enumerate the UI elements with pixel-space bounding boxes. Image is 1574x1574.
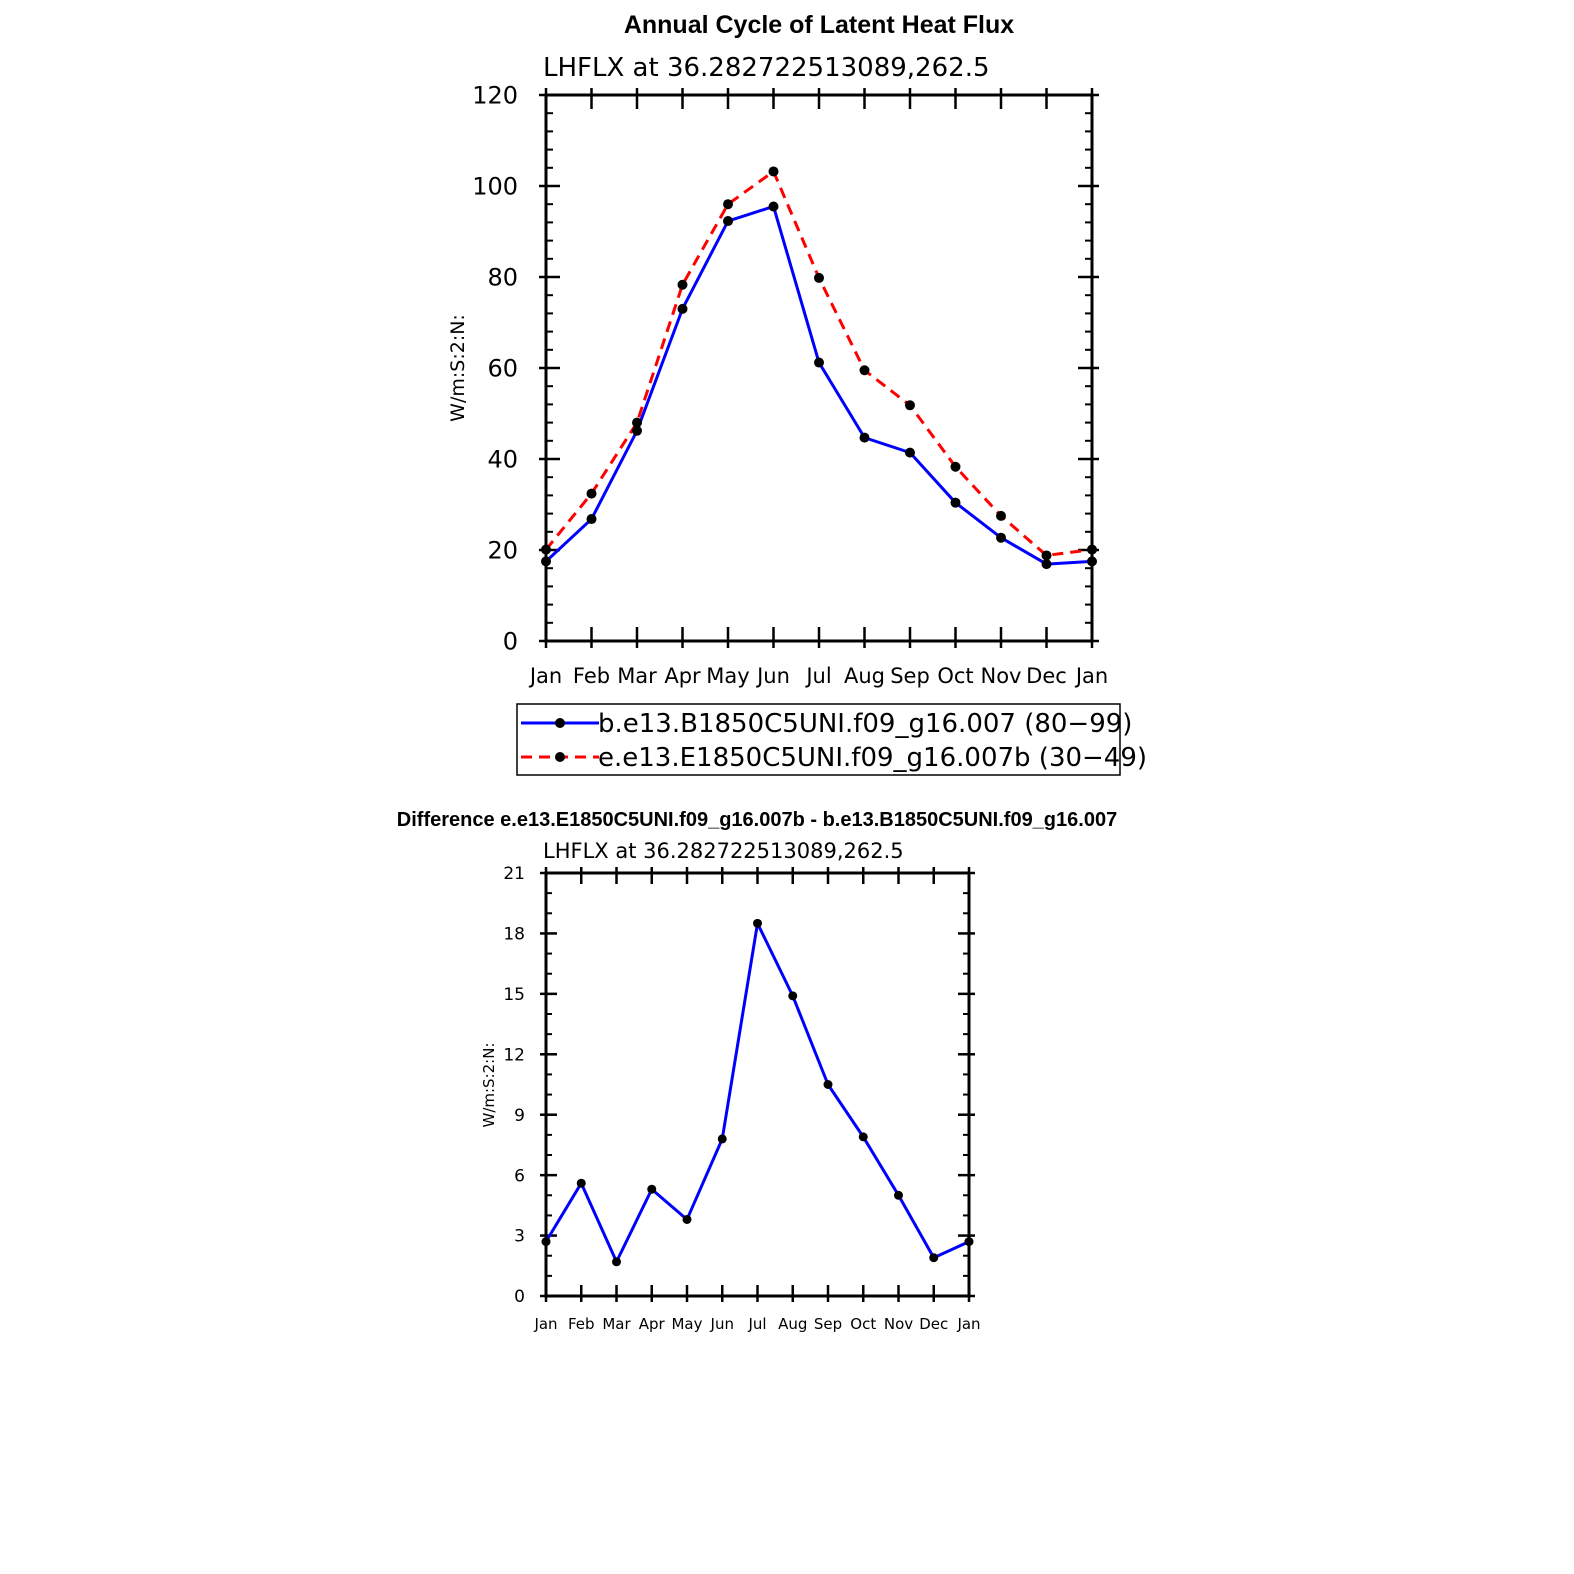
y-tick-label: 9 xyxy=(514,1106,525,1126)
x-tick-label: Feb xyxy=(568,1315,595,1333)
y-tick-label: 12 xyxy=(503,1045,525,1065)
data-point-series-1 xyxy=(717,1134,727,1144)
data-point-series-1 xyxy=(894,1190,903,1200)
data-point-series-2 xyxy=(950,461,961,472)
chart-title: Annual Cycle of Latent Heat Flux xyxy=(624,11,1014,39)
data-point-series-1 xyxy=(996,532,1006,543)
x-tick-label: Dec xyxy=(919,1315,948,1333)
data-point-series-1 xyxy=(964,1237,974,1247)
data-point-series-1 xyxy=(858,1132,868,1142)
x-tick-label: Feb xyxy=(573,664,610,688)
x-tick-label: Apr xyxy=(639,1315,666,1333)
legend-label-series-2: e.e13.E1850C5UNI.f09_g16.007b (30−49) xyxy=(598,743,1147,773)
plot-frame xyxy=(544,871,971,1298)
data-point-series-1 xyxy=(541,1237,551,1247)
plot-frame xyxy=(544,93,1094,643)
series-line-1 xyxy=(544,921,970,1264)
data-point-series-1 xyxy=(541,556,551,567)
data-point-series-1 xyxy=(632,425,642,436)
data-point-series-2 xyxy=(996,510,1006,521)
y-tick-label: 100 xyxy=(472,173,518,201)
data-point-series-2 xyxy=(1041,550,1052,561)
legend-box xyxy=(516,703,1121,776)
data-point-series-1 xyxy=(586,514,597,525)
x-tick-label: Oct xyxy=(937,664,973,688)
x-tick-label: Jun xyxy=(710,1315,734,1333)
x-tick-label: Jan xyxy=(533,1315,557,1333)
legend-marker-series-2 xyxy=(555,752,565,762)
x-tick-label: May xyxy=(671,1315,702,1333)
y-tick-label: 21 xyxy=(503,864,525,884)
x-tick-label: Jul xyxy=(747,1315,766,1333)
data-point-series-1 xyxy=(1041,559,1052,570)
annual-cycle-chart: Annual Cycle of Latent Heat Flux LHFLX a… xyxy=(447,11,1147,776)
x-tick-label: Sep xyxy=(814,1315,842,1333)
data-point-series-1 xyxy=(950,497,961,508)
x-tick-label: Mar xyxy=(602,1315,631,1333)
legend: b.e13.B1850C5UNI.f09_g16.007 (80−99) e.e… xyxy=(516,703,1147,776)
chart-title: Difference e.e13.E1850C5UNI.f09_g16.007b… xyxy=(397,809,1117,831)
data-point-series-1 xyxy=(859,432,870,443)
data-point-series-2 xyxy=(1087,544,1097,555)
x-tick-label: Jan xyxy=(956,1315,980,1333)
x-tick-label: Aug xyxy=(778,1315,807,1333)
x-tick-label: Dec xyxy=(1026,664,1067,688)
x-tick-label: Oct xyxy=(850,1315,876,1333)
chart-subtitle: LHFLX at 36.282722513089,262.5 xyxy=(543,839,904,863)
data-point-series-1 xyxy=(723,216,733,227)
data-point-series-1 xyxy=(814,357,824,368)
data-point-series-2 xyxy=(632,417,642,428)
y-tick-label: 18 xyxy=(503,925,525,945)
x-tick-label: Jan xyxy=(1074,664,1108,688)
x-tick-label: Jan xyxy=(528,664,562,688)
data-point-series-1 xyxy=(1087,556,1097,567)
x-tick-label: Sep xyxy=(890,664,930,688)
y-tick-label: 3 xyxy=(514,1227,525,1247)
x-tick-label: Aug xyxy=(844,664,885,688)
chart-subtitle: LHFLX at 36.282722513089,262.5 xyxy=(543,53,990,83)
y-tick-label: 15 xyxy=(503,985,525,1005)
y-tick-label: 6 xyxy=(514,1166,525,1186)
data-point-series-1 xyxy=(905,447,915,458)
y-tick-label: 0 xyxy=(514,1287,525,1307)
data-point-series-1 xyxy=(647,1184,657,1194)
difference-chart: Difference e.e13.E1850C5UNI.f09_g16.007b… xyxy=(397,809,1117,1333)
data-point-series-2 xyxy=(905,400,915,411)
data-point-series-2 xyxy=(859,365,870,376)
data-point-series-1 xyxy=(677,303,688,314)
y-tick-label: 80 xyxy=(487,264,518,292)
legend-label-series-1: b.e13.B1850C5UNI.f09_g16.007 (80−99) xyxy=(598,709,1132,739)
data-point-series-1 xyxy=(788,991,798,1001)
y-tick-label: 60 xyxy=(487,355,518,383)
x-tick-label: Mar xyxy=(617,664,657,688)
x-tick-label: Jul xyxy=(804,664,831,688)
data-point-series-1 xyxy=(768,201,779,212)
y-axis-label: W/m:S:2:N: xyxy=(480,1043,498,1128)
data-point-series-2 xyxy=(586,488,597,499)
x-tick-label: Nov xyxy=(884,1315,913,1333)
data-point-series-1 xyxy=(682,1214,692,1224)
x-tick-label: Nov xyxy=(981,664,1022,688)
data-point-series-2 xyxy=(768,166,779,177)
data-point-series-1 xyxy=(753,918,762,928)
y-tick-label: 40 xyxy=(487,446,518,474)
y-tick-label: 20 xyxy=(487,537,518,565)
data-point-series-2 xyxy=(677,279,688,290)
legend-marker-series-1 xyxy=(555,718,565,728)
x-tick-label: Jun xyxy=(755,664,790,688)
series-line-1 xyxy=(544,204,1093,566)
data-point-series-2 xyxy=(541,544,551,555)
y-axis-label: W/m:S:2:N: xyxy=(447,314,469,422)
data-point-series-1 xyxy=(612,1257,621,1267)
data-point-series-1 xyxy=(576,1178,586,1188)
data-point-series-1 xyxy=(929,1253,939,1263)
y-tick-label: 120 xyxy=(472,82,518,110)
data-point-series-2 xyxy=(723,199,733,210)
x-tick-label: Apr xyxy=(664,664,701,688)
data-point-series-2 xyxy=(814,272,824,283)
x-tick-label: May xyxy=(706,664,749,688)
y-tick-label: 0 xyxy=(503,628,518,656)
data-point-series-1 xyxy=(823,1080,833,1089)
